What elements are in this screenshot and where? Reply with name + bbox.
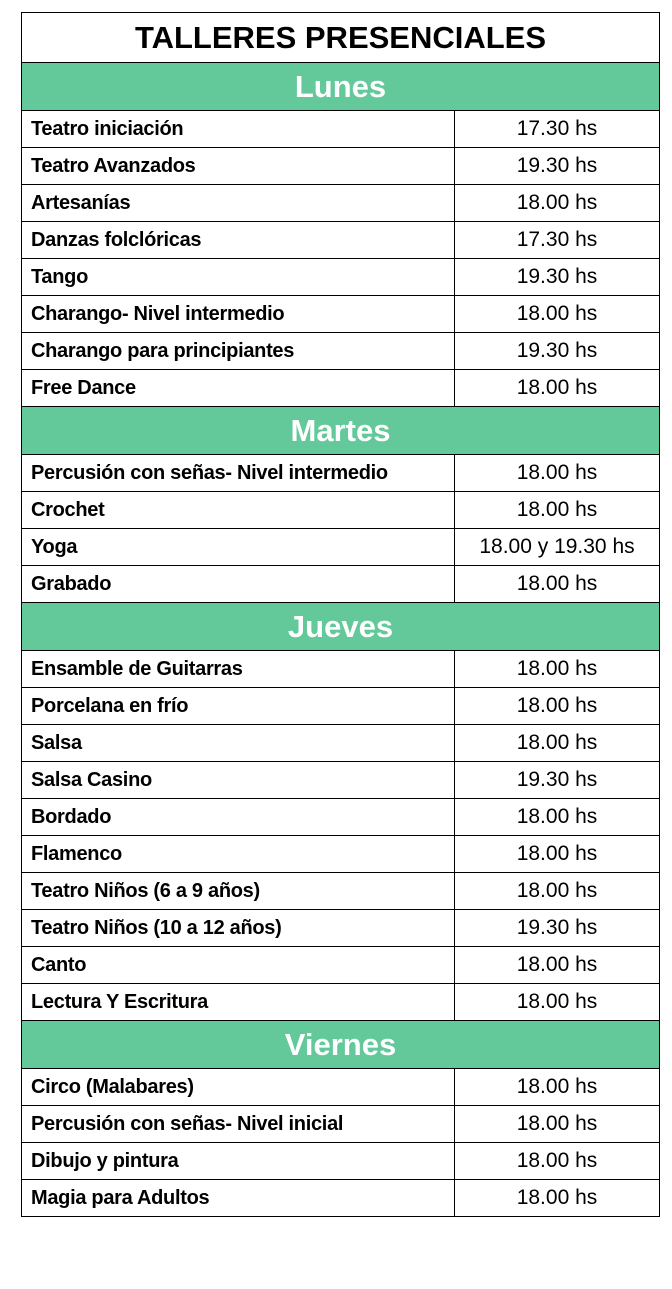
workshop-time: 18.00 hs (454, 491, 660, 529)
workshop-row: Grabado 18.00 hs (21, 565, 660, 603)
workshop-name: Grabado (21, 565, 455, 603)
workshop-time: 18.00 hs (454, 687, 660, 725)
workshop-time: 17.30 hs (454, 110, 660, 148)
workshop-row: Charango para principiantes 19.30 hs (21, 332, 660, 370)
workshop-row: Percusión con señas- Nivel inicial 18.00 … (21, 1105, 660, 1143)
workshop-name: Teatro iniciación (21, 110, 455, 148)
workshop-name: Teatro Avanzados (21, 147, 455, 185)
workshop-row: Percusión con señas- Nivel intermedio 18.… (21, 454, 660, 492)
day-row: Jueves (21, 602, 660, 651)
workshop-time: 18.00 hs (454, 872, 660, 910)
workshop-time: 19.30 hs (454, 332, 660, 370)
workshop-name: Percusión con señas- Nivel intermedio (21, 454, 455, 492)
day-header: Martes (21, 406, 660, 455)
workshop-row: Tango 19.30 hs (21, 258, 660, 296)
workshop-row: Artesanías 18.00 hs (21, 184, 660, 222)
workshop-name: Percusión con señas- Nivel inicial (21, 1105, 455, 1143)
workshop-row: Teatro Niños (6 a 9 años) 18.00 hs (21, 872, 660, 910)
workshop-name: Circo (Malabares) (21, 1068, 455, 1106)
day-row: Martes (21, 406, 660, 455)
workshop-row: Porcelana en frío 18.00 hs (21, 687, 660, 725)
workshop-time: 19.30 hs (454, 761, 660, 799)
day-header: Jueves (21, 602, 660, 651)
workshop-time: 18.00 hs (454, 724, 660, 762)
day-row: Viernes (21, 1020, 660, 1069)
workshop-name: Dibujo y pintura (21, 1142, 455, 1180)
workshop-row: Salsa Casino 19.30 hs (21, 761, 660, 799)
workshop-time: 18.00 hs (454, 983, 660, 1021)
workshop-row: Circo (Malabares) 18.00 hs (21, 1068, 660, 1106)
workshop-name: Lectura Y Escritura (21, 983, 455, 1021)
workshop-name: Magia para Adultos (21, 1179, 455, 1217)
workshop-time: 18.00 hs (454, 798, 660, 836)
day-header: Viernes (21, 1020, 660, 1069)
workshop-row: Teatro Avanzados 19.30 hs (21, 147, 660, 185)
workshop-name: Ensamble de Guitarras (21, 650, 455, 688)
workshop-name: Canto (21, 946, 455, 984)
schedule: TALLERES PRESENCIALES Lunes Teatro inicia… (21, 12, 660, 1217)
workshop-time: 18.00 hs (454, 369, 660, 407)
workshop-name: Teatro Niños (10 a 12 años) (21, 909, 455, 947)
day-header: Lunes (21, 62, 660, 111)
workshop-name: Danzas folclóricas (21, 221, 455, 259)
workshop-row: Flamenco 18.00 hs (21, 835, 660, 873)
title: TALLERES PRESENCIALES (21, 12, 660, 63)
workshop-name: Charango- Nivel intermedio (21, 295, 455, 333)
workshop-name: Salsa Casino (21, 761, 455, 799)
workshop-name: Yoga (21, 528, 455, 566)
workshop-row: Yoga 18.00 y 19.30 hs (21, 528, 660, 566)
workshop-time: 19.30 hs (454, 909, 660, 947)
workshop-time: 18.00 hs (454, 650, 660, 688)
workshop-name: Salsa (21, 724, 455, 762)
workshop-time: 18.00 y 19.30 hs (454, 528, 660, 566)
workshop-time: 18.00 hs (454, 1179, 660, 1217)
workshop-time: 18.00 hs (454, 295, 660, 333)
workshop-name: Crochet (21, 491, 455, 529)
workshop-row: Salsa 18.00 hs (21, 724, 660, 762)
workshop-row: Dibujo y pintura 18.00 hs (21, 1142, 660, 1180)
workshop-row: Free Dance 18.00 hs (21, 369, 660, 407)
workshop-name: Charango para principiantes (21, 332, 455, 370)
workshop-row: Teatro iniciación 17.30 hs (21, 110, 660, 148)
workshop-row: Canto 18.00 hs (21, 946, 660, 984)
workshop-name: Free Dance (21, 369, 455, 407)
workshop-row: Magia para Adultos 18.00 hs (21, 1179, 660, 1217)
workshop-name: Porcelana en frío (21, 687, 455, 725)
workshop-time: 18.00 hs (454, 835, 660, 873)
workshop-time: 18.00 hs (454, 565, 660, 603)
workshop-row: Teatro Niños (10 a 12 años) 19.30 hs (21, 909, 660, 947)
workshop-time: 18.00 hs (454, 454, 660, 492)
schedule-table: TALLERES PRESENCIALES Lunes Teatro inicia… (21, 12, 660, 1217)
day-row: Lunes (21, 62, 660, 111)
workshop-row: Crochet 18.00 hs (21, 491, 660, 529)
workshop-name: Artesanías (21, 184, 455, 222)
workshop-name: Teatro Niños (6 a 9 años) (21, 872, 455, 910)
workshop-name: Flamenco (21, 835, 455, 873)
workshop-time: 19.30 hs (454, 147, 660, 185)
workshop-time: 18.00 hs (454, 946, 660, 984)
workshop-row: Lectura Y Escritura 18.00 hs (21, 983, 660, 1021)
workshop-time: 18.00 hs (454, 184, 660, 222)
workshop-name: Tango (21, 258, 455, 296)
workshop-time: 17.30 hs (454, 221, 660, 259)
title-row: TALLERES PRESENCIALES (21, 12, 660, 63)
workshop-row: Bordado 18.00 hs (21, 798, 660, 836)
workshop-time: 18.00 hs (454, 1105, 660, 1143)
workshop-row: Charango- Nivel intermedio 18.00 hs (21, 295, 660, 333)
workshop-name: Bordado (21, 798, 455, 836)
workshop-time: 18.00 hs (454, 1068, 660, 1106)
workshop-time: 19.30 hs (454, 258, 660, 296)
workshop-row: Ensamble de Guitarras 18.00 hs (21, 650, 660, 688)
workshop-time: 18.00 hs (454, 1142, 660, 1180)
workshop-row: Danzas folclóricas 17.30 hs (21, 221, 660, 259)
